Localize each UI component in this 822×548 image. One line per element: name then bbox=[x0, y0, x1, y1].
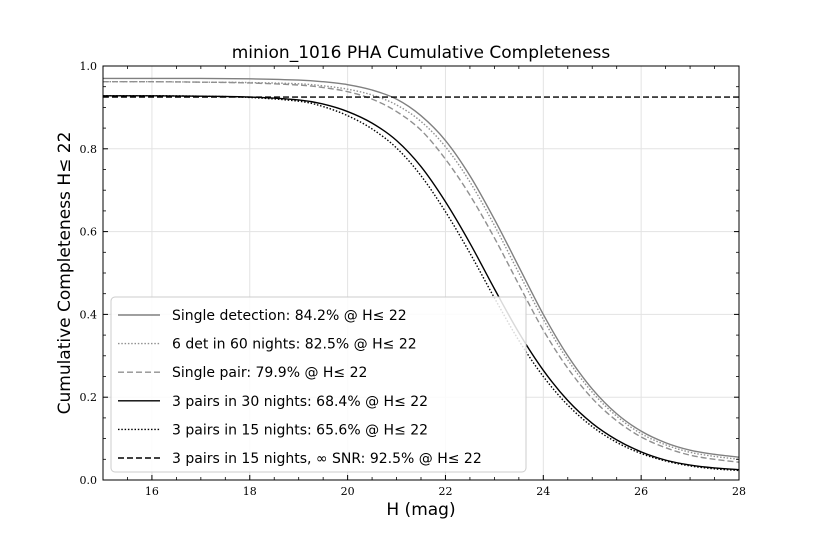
legend-box bbox=[110, 296, 527, 473]
legend-label-6: 3 pairs in 15 nights, ∞ SNR: 92.5% @ H≤ … bbox=[172, 451, 482, 467]
series-line-3 bbox=[102, 80, 740, 463]
x-axis-label: H (mag) bbox=[386, 500, 455, 520]
x-tick-label: 22 bbox=[438, 485, 452, 498]
y-tick-label: 0.6 bbox=[80, 226, 98, 239]
legend-label-2: 6 det in 60 nights: 82.5% @ H≤ 22 bbox=[172, 337, 417, 353]
series-line-4 bbox=[102, 95, 740, 471]
y-tick-label: 0.4 bbox=[80, 308, 98, 321]
y-tick-label: 1.0 bbox=[80, 60, 98, 73]
legend-label-4: 3 pairs in 30 nights: 68.4% @ H≤ 22 bbox=[172, 394, 428, 410]
legend: Single detection: 84.2% @ H≤ 22 6 det in … bbox=[110, 296, 527, 473]
x-tick-label: 26 bbox=[634, 485, 648, 498]
series-lines bbox=[102, 77, 740, 472]
chart-title: minion_1016 PHA Cumulative Completeness bbox=[232, 43, 611, 63]
y-tick-label: 0.8 bbox=[80, 143, 98, 156]
x-tick-label: 16 bbox=[145, 485, 159, 498]
y-tick-label: 0.2 bbox=[80, 391, 98, 404]
x-tick-label: 28 bbox=[732, 485, 746, 498]
axis-ticks: 16 18 20 22 24 26 28 0.0 0.2 0.4 0.6 0.8 1.0 bbox=[80, 60, 747, 498]
x-tick-label: 20 bbox=[341, 485, 355, 498]
y-tick-label: 0.0 bbox=[80, 474, 98, 487]
x-tick-label: 18 bbox=[243, 485, 257, 498]
legend-label-1: Single detection: 84.2% @ H≤ 22 bbox=[172, 308, 407, 324]
x-tick-label: 24 bbox=[536, 485, 550, 498]
series-line-1 bbox=[103, 77, 740, 458]
legend-label-5: 3 pairs in 15 nights: 65.6% @ H≤ 22 bbox=[172, 422, 428, 438]
y-axis-label: Cumulative Completeness H≤ 22 bbox=[55, 132, 75, 415]
series-line-2 bbox=[102, 80, 740, 460]
legend-label-3: Single pair: 79.9% @ H≤ 22 bbox=[172, 365, 367, 381]
